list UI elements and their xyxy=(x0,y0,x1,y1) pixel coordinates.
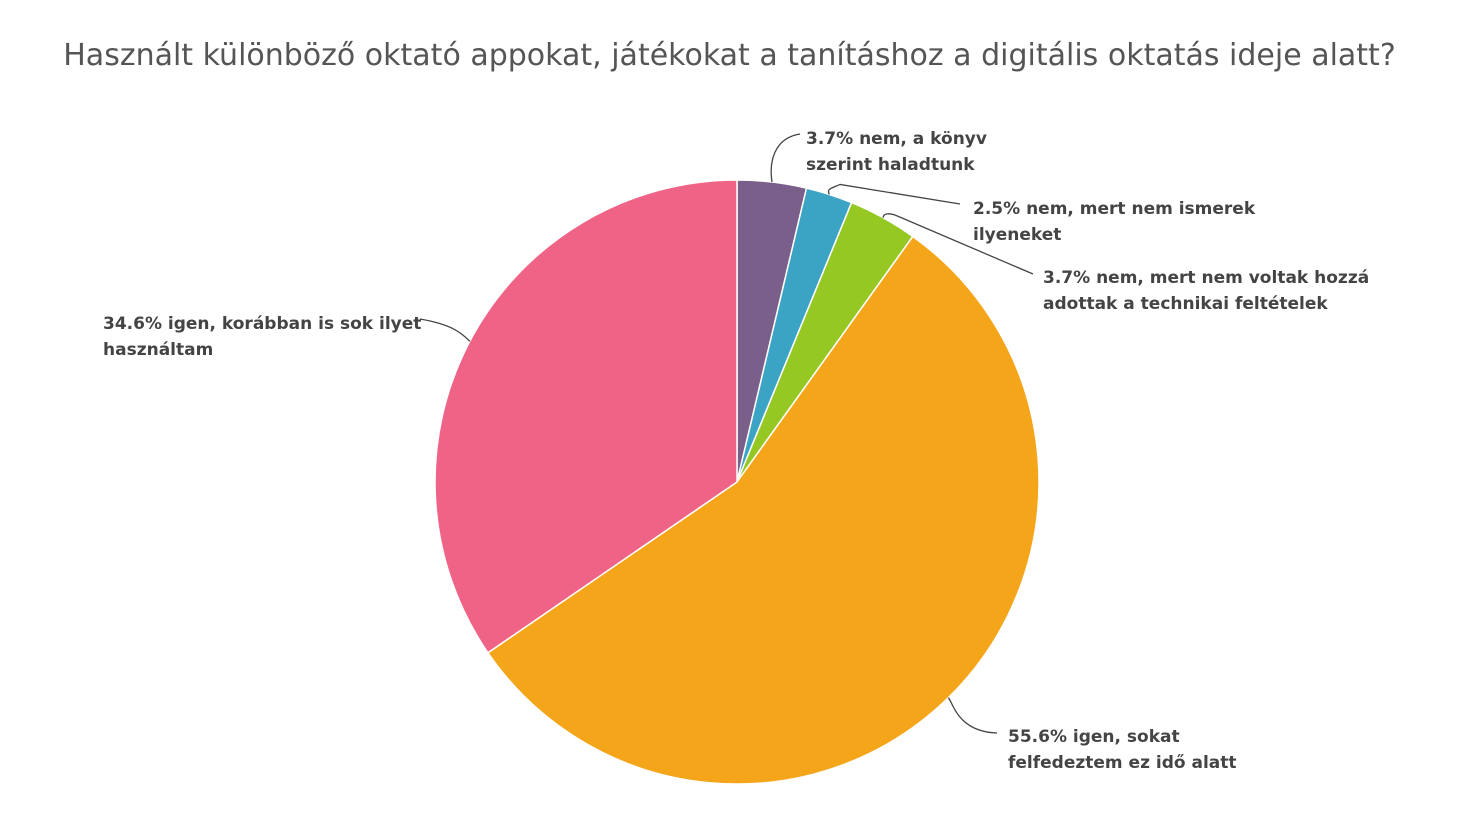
leader-line xyxy=(419,318,471,342)
leader-lines-group xyxy=(419,133,1034,734)
slice-label: 3.7% nem, a könyv szerint haladtunk xyxy=(806,129,987,175)
slices-group xyxy=(434,179,1040,785)
slice-label: 34.6% igen, korábban is sok ilyet használ… xyxy=(103,314,421,360)
leader-line xyxy=(882,213,1034,275)
slice-labels-group: 3.7% nem, a könyv szerint haladtunk 2.5% n… xyxy=(103,129,1369,773)
leader-line xyxy=(947,697,998,734)
leader-line xyxy=(827,183,961,205)
slice-label: 55.6% igen, sokat felfedeztem ez idő alat… xyxy=(1008,727,1237,773)
slice-label: 2.5% nem, mert nem ismerek ilyeneket xyxy=(973,199,1256,245)
leader-line xyxy=(770,133,801,183)
slice-label: 3.7% nem, mert nem voltak hozzá adottak a… xyxy=(1043,268,1369,314)
chart-title: Használt különböző oktató appokat, játék… xyxy=(63,38,1396,73)
pie-slice xyxy=(434,179,738,654)
pie-slice xyxy=(486,235,1040,785)
